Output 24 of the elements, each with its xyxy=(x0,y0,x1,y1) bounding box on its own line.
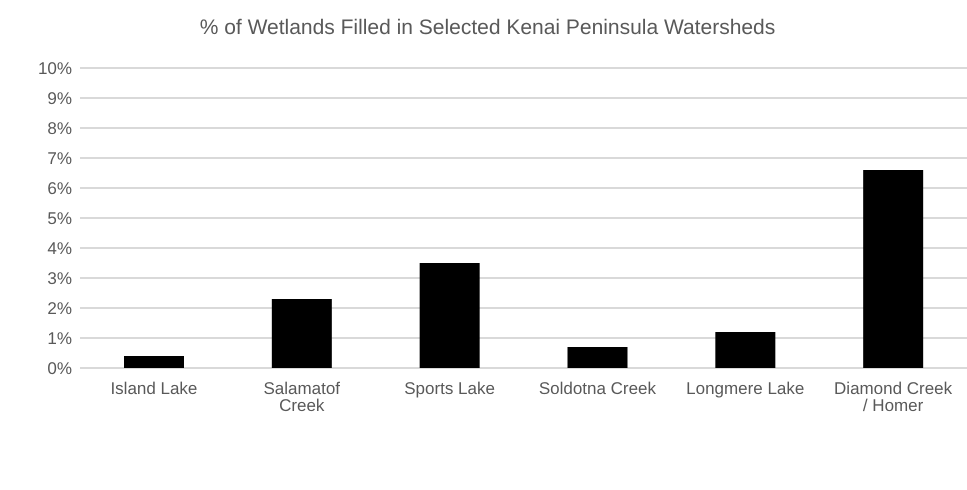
bar xyxy=(863,170,924,368)
bar xyxy=(568,347,628,368)
y-tick-label: 1% xyxy=(47,329,72,348)
x-tick-label: Longmere Lake xyxy=(686,379,804,398)
y-tick-label: 0% xyxy=(47,359,72,378)
y-tick-label: 8% xyxy=(47,119,72,138)
y-tick-label: 5% xyxy=(47,209,72,228)
bar xyxy=(715,332,776,368)
y-tick-label: 4% xyxy=(47,239,72,258)
bar xyxy=(272,299,332,368)
y-tick-label: 10% xyxy=(38,59,72,78)
x-tick-label: Island Lake xyxy=(110,379,198,398)
y-tick-label: 7% xyxy=(47,149,72,168)
chart-title: % of Wetlands Filled in Selected Kenai Peninsula Watersheds xyxy=(198,15,776,41)
x-tick-label: Soldotna Creek xyxy=(538,379,657,398)
y-tick-label: 2% xyxy=(47,299,72,318)
x-tick-label: Sports Lake xyxy=(404,379,495,398)
bar xyxy=(124,356,184,368)
y-tick-label: 9% xyxy=(47,89,72,108)
x-tick-label: Diamond Creek / Homer xyxy=(834,379,953,416)
y-tick-label: 3% xyxy=(47,269,72,288)
bar xyxy=(420,263,480,368)
y-tick-label: 6% xyxy=(47,179,72,198)
x-tick-label: Salamatof Creek xyxy=(263,379,340,416)
